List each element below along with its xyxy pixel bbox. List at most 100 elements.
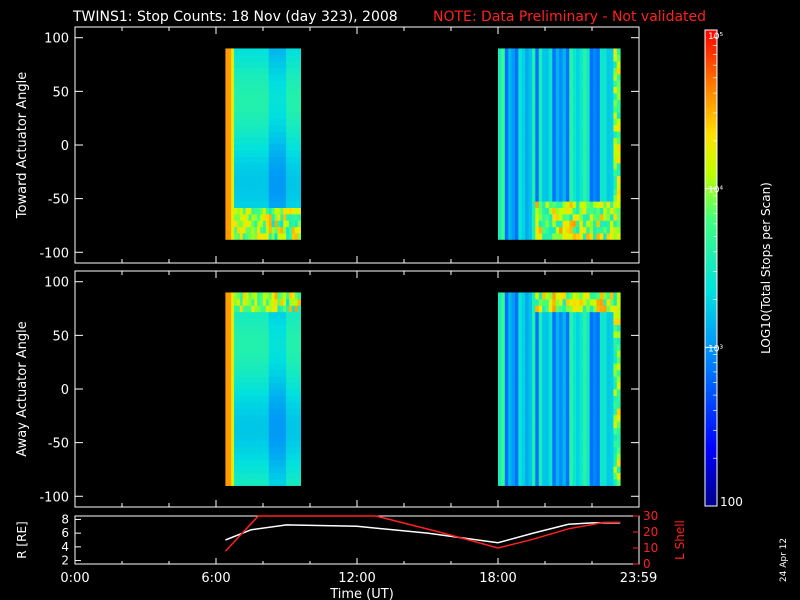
heatmap-cell: [257, 175, 261, 183]
heatmap-cell: [294, 143, 299, 151]
heatmap-cell: [542, 131, 546, 138]
heatmap-cell: [589, 389, 594, 396]
heatmap-cell: [271, 305, 275, 313]
heatmap-cell: [569, 73, 574, 81]
heatmap-cell: [245, 363, 249, 371]
heatmap-cell: [508, 93, 512, 100]
heatmap-cell: [228, 305, 232, 313]
heatmap-cell: [297, 194, 301, 202]
heatmap-cell: [242, 73, 247, 81]
heatmap-cell: [260, 169, 264, 177]
heatmap-cell: [280, 105, 284, 113]
heatmap-cell: [271, 389, 275, 396]
heatmap-cell: [291, 213, 296, 221]
heatmap-cell: [542, 395, 546, 403]
heatmap-cell: [289, 479, 293, 486]
heatmap-cell: [596, 201, 601, 208]
heatmap-cell: [268, 99, 273, 107]
heatmap-cell: [555, 343, 560, 351]
heatmap-cell: [231, 143, 235, 151]
heatmap-cell: [589, 356, 594, 364]
radius-tick-label: 8: [61, 512, 69, 526]
heatmap-cell: [504, 175, 509, 183]
heatmap-cell: [525, 182, 529, 189]
heatmap-cell: [565, 459, 570, 467]
heatmap-cell: [228, 80, 232, 88]
heatmap-cell: [297, 188, 301, 196]
heatmap-cell: [528, 318, 533, 326]
heatmap-cell: [501, 118, 506, 126]
heatmap-cell: [616, 188, 621, 196]
heatmap-cell: [242, 421, 247, 429]
heatmap-cell: [297, 292, 301, 300]
heatmap-cell: [514, 137, 519, 145]
heatmap-cell: [504, 67, 509, 75]
heatmap-cell: [528, 350, 533, 358]
heatmap-cell: [613, 472, 618, 480]
heatmap-cell: [268, 131, 273, 138]
y-tick-label: 0: [61, 139, 69, 154]
heatmap-cell: [606, 48, 611, 56]
heatmap-cell: [576, 434, 580, 441]
heatmap-cell: [280, 311, 284, 319]
heatmap-cell: [599, 408, 604, 416]
heatmap-cell: [254, 356, 258, 364]
heatmap-cell: [548, 466, 553, 474]
heatmap-cell: [280, 80, 284, 88]
heatmap-cell: [599, 175, 604, 183]
heatmap-cell: [294, 131, 299, 138]
heatmap-cell: [225, 220, 229, 228]
heatmap-cell: [254, 150, 258, 158]
heatmap-cell: [596, 207, 601, 215]
heatmap-cell: [291, 440, 296, 448]
heatmap-cell: [542, 99, 546, 107]
heatmap-cell: [280, 99, 284, 107]
heatmap-cell: [283, 131, 287, 138]
heatmap-cell: [514, 61, 519, 68]
heatmap-cell: [274, 213, 278, 221]
heatmap-cell: [286, 105, 290, 113]
heatmap-cell: [559, 137, 563, 145]
heatmap-cell: [498, 169, 502, 177]
heatmap-cell: [606, 220, 611, 228]
heatmap-cell: [511, 156, 516, 164]
heatmap-cell: [277, 233, 281, 240]
heatmap-cell: [245, 220, 249, 228]
heatmap-cell: [257, 163, 261, 170]
heatmap-cell: [569, 324, 574, 332]
heatmap-cell: [289, 163, 293, 170]
heatmap-cell: [228, 182, 232, 189]
heatmap-cell: [277, 389, 281, 396]
heatmap-cell: [280, 220, 284, 228]
heatmap-cell: [234, 118, 238, 126]
heatmap-cell: [242, 382, 247, 390]
heatmap-cell: [504, 213, 509, 221]
heatmap-cell: [562, 188, 567, 196]
heatmap-cell: [294, 182, 299, 189]
heatmap-cell: [610, 343, 614, 351]
heatmap-cell: [531, 182, 536, 189]
heatmap-cell: [254, 331, 258, 338]
heatmap-cell: [613, 421, 618, 429]
heatmap-cell: [274, 337, 278, 345]
heatmap-cell: [531, 137, 536, 145]
heatmap-cell: [248, 213, 252, 221]
colorbar-label: LOG10(Total Stops per Scan): [759, 182, 773, 354]
heatmap-cell: [596, 389, 601, 396]
heatmap-cell: [606, 207, 611, 215]
heatmap-cell: [271, 118, 275, 126]
heatmap-cell: [225, 459, 229, 467]
heatmap-cell: [271, 61, 275, 68]
heatmap-cell: [613, 67, 618, 75]
heatmap-cell: [606, 472, 611, 480]
heatmap-cell: [593, 194, 597, 202]
heatmap-cell: [291, 194, 296, 202]
heatmap-cell: [542, 389, 546, 396]
heatmap-cell: [498, 440, 502, 448]
heatmap-cell: [613, 61, 618, 68]
heatmap-cell: [582, 105, 587, 113]
heatmap-cell: [593, 67, 597, 75]
heatmap-cell: [572, 73, 577, 81]
heatmap-cell: [572, 156, 577, 164]
